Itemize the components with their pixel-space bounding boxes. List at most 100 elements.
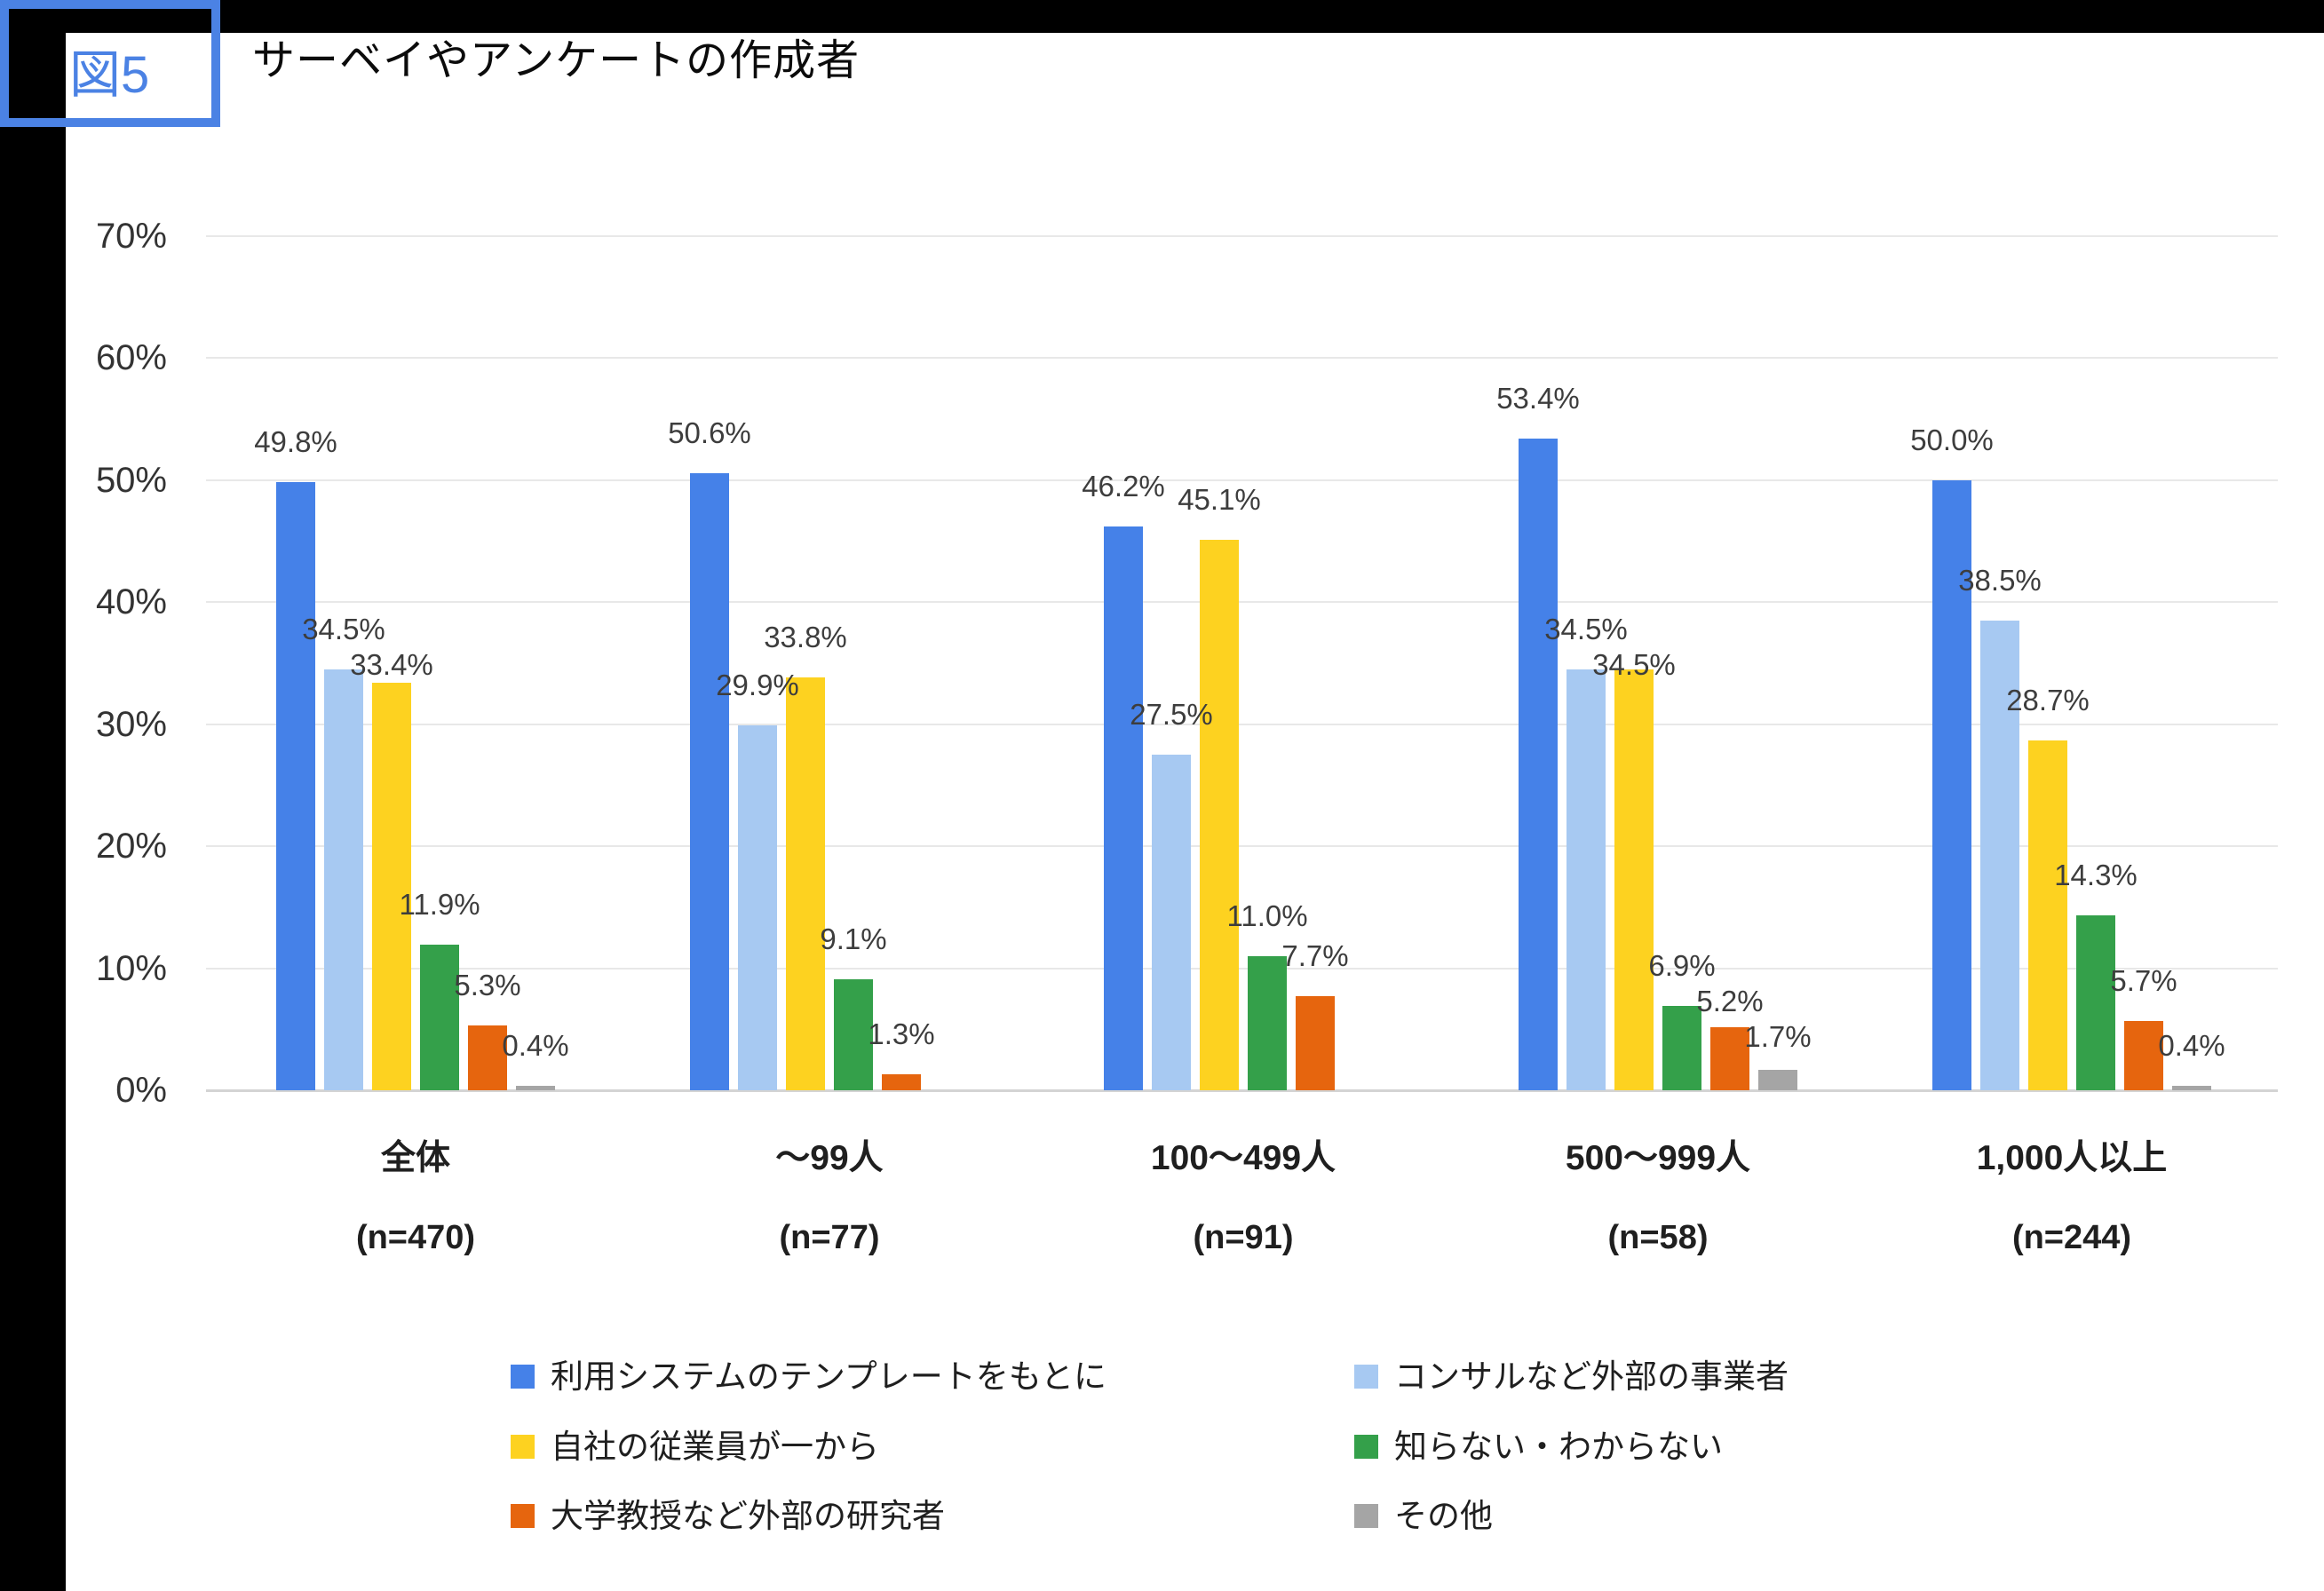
value-label-series3-group4: 14.3% [2054, 859, 2138, 892]
bar-series0-group1 [690, 472, 729, 1090]
value-label-series1-group0: 34.5% [302, 612, 385, 645]
gridline-70% [206, 234, 2278, 237]
category-label-4: 1,000人以上 [1976, 1139, 2168, 1177]
value-label-series5-group3: 1.7% [1744, 1020, 1812, 1054]
y-tick-label-0%: 0% [115, 1071, 167, 1110]
legend-label-series0: 利用システムのテンプレートをもとに [551, 1358, 1107, 1395]
bar-series1-group1 [738, 725, 777, 1090]
y-tick-label-20%: 20% [95, 827, 167, 867]
bar-series4-group3 [1710, 1026, 1749, 1090]
bar-series3-group1 [834, 978, 873, 1090]
y-tick-label-70%: 70% [95, 216, 167, 256]
category-sublabel-4: (n=244) [2011, 1219, 2132, 1256]
bar-series0-group2 [1104, 526, 1143, 1090]
value-label-series4-group4: 5.7% [2110, 963, 2177, 997]
bar-series1-group2 [1152, 755, 1191, 1090]
legend-label-series4: 大学教授など外部の研究者 [551, 1498, 945, 1534]
bar-series5-group3 [1758, 1069, 1797, 1090]
gridline-60% [206, 357, 2278, 360]
x-axis-baseline [206, 1089, 2278, 1092]
top-edge-bar [0, 0, 2324, 33]
legend-chip-series4 [511, 1504, 535, 1528]
bar-series0-group0 [276, 482, 315, 1090]
bar-series1-group3 [1567, 669, 1606, 1090]
value-label-series1-group1: 29.9% [716, 669, 799, 702]
bar-series3-group2 [1248, 955, 1287, 1090]
value-label-series4-group3: 5.2% [1696, 985, 1764, 1018]
bar-series3-group4 [2076, 915, 2115, 1090]
bar-series0-group4 [1932, 479, 1971, 1090]
bar-series4-group2 [1296, 996, 1335, 1090]
value-label-series5-group0: 0.4% [502, 1028, 569, 1062]
bar-series4-group4 [2124, 1020, 2163, 1090]
bar-series5-group0 [516, 1085, 555, 1090]
category-sublabel-1: (n=77) [779, 1219, 880, 1256]
category-label-0: 全体 [380, 1139, 450, 1177]
category-label-3: 500～999人 [1565, 1139, 1751, 1177]
value-label-series0-group1: 50.6% [668, 416, 751, 449]
bar-series3-group3 [1662, 1006, 1701, 1090]
value-label-series0-group4: 50.0% [1910, 423, 1994, 456]
y-tick-label-60%: 60% [95, 338, 167, 378]
bar-series2-group0 [372, 682, 411, 1090]
value-label-series2-group1: 33.8% [764, 621, 847, 654]
value-label-series3-group2: 11.0% [1226, 898, 1308, 932]
left-edge-bar [0, 0, 66, 1591]
legend-label-series5: その他 [1394, 1498, 1493, 1534]
value-label-series2-group4: 28.7% [2006, 683, 2090, 716]
gridline-10% [206, 967, 2278, 970]
legend-chip-series2 [511, 1435, 535, 1459]
gridline-40% [206, 601, 2278, 604]
value-label-series2-group3: 34.5% [1592, 647, 1676, 681]
legend-label-series3: 知らない・わからない [1394, 1429, 1723, 1465]
gridline-20% [206, 845, 2278, 848]
value-label-series5-group4: 0.4% [2158, 1028, 2225, 1062]
value-label-series0-group0: 49.8% [254, 425, 337, 459]
bar-series3-group0 [420, 945, 459, 1090]
figure-badge-border [0, 0, 220, 127]
legend-chip-series3 [1354, 1435, 1378, 1459]
legend-label-series2: 自社の従業員が一から [551, 1429, 879, 1465]
value-label-series0-group3: 53.4% [1496, 382, 1580, 416]
value-label-series1-group4: 38.5% [1958, 563, 2042, 597]
bar-series2-group4 [2028, 740, 2067, 1090]
chart-title: サーベイやアンケートの作成者 [252, 37, 861, 84]
value-label-series1-group3: 34.5% [1544, 612, 1628, 645]
bar-series0-group3 [1519, 439, 1558, 1090]
value-label-series4-group0: 5.3% [454, 969, 521, 1002]
bar-series2-group3 [1614, 669, 1654, 1090]
y-tick-label-30%: 30% [95, 704, 167, 744]
value-label-series4-group2: 7.7% [1281, 939, 1349, 973]
value-label-series0-group2: 46.2% [1082, 469, 1165, 503]
figure-badge-label: 図5 [69, 46, 150, 104]
y-tick-label-40%: 40% [95, 582, 167, 622]
legend-chip-series5 [1354, 1504, 1378, 1528]
value-label-series2-group0: 33.4% [350, 647, 433, 681]
value-label-series4-group1: 1.3% [868, 1017, 935, 1051]
value-label-series3-group1: 9.1% [820, 922, 887, 955]
legend-chip-series0 [511, 1365, 535, 1389]
bar-series4-group0 [468, 1025, 507, 1090]
bar-series2-group2 [1200, 540, 1239, 1090]
value-label-series1-group2: 27.5% [1130, 698, 1213, 731]
legend-chip-series1 [1354, 1365, 1378, 1389]
bar-series2-group1 [786, 677, 825, 1090]
y-tick-label-50%: 50% [95, 460, 167, 500]
value-label-series2-group2: 45.1% [1178, 483, 1261, 517]
y-tick-label-10%: 10% [95, 948, 167, 988]
value-label-series3-group3: 6.9% [1648, 949, 1716, 983]
category-sublabel-0: (n=470) [355, 1219, 476, 1256]
legend-label-series1: コンサルなど外部の事業者 [1394, 1358, 1789, 1395]
gridline-50% [206, 479, 2278, 481]
category-sublabel-3: (n=58) [1607, 1219, 1709, 1256]
bar-series4-group1 [882, 1074, 921, 1090]
bar-series5-group4 [2172, 1085, 2211, 1090]
category-label-2: 100～499人 [1150, 1139, 1336, 1177]
category-label-1: ～99人 [775, 1139, 884, 1177]
bar-series1-group0 [324, 669, 363, 1090]
bar-series1-group4 [1980, 620, 2019, 1090]
gridline-30% [206, 723, 2278, 725]
